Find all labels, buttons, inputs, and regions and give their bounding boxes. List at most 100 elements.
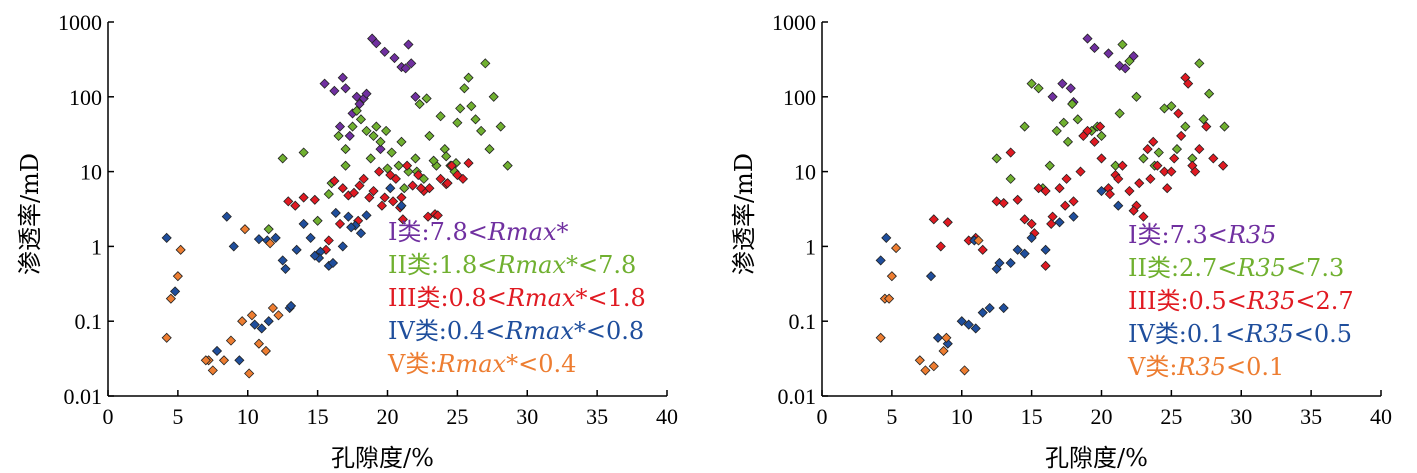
data-point-class-III — [1096, 153, 1107, 164]
data-point-class-IV — [1113, 200, 1124, 211]
data-point-class-II — [495, 121, 506, 132]
data-point-class-III — [446, 160, 457, 171]
data-point-class-III — [337, 183, 348, 194]
data-point-class-IV — [256, 323, 267, 334]
data-point-class-II — [365, 153, 376, 164]
data-point-class-II — [1005, 173, 1016, 184]
data-point-class-II — [399, 183, 410, 194]
x-axis-label: 孔隙度/% — [1045, 444, 1148, 472]
data-point-class-III — [290, 200, 301, 211]
data-point-class-II — [393, 160, 404, 171]
x-tick-label: 0 — [817, 404, 828, 429]
data-point-class-IV — [343, 211, 354, 222]
data-point-class-IV — [1054, 217, 1065, 228]
data-point-class-II — [488, 91, 499, 102]
data-point-class-II — [1096, 130, 1107, 141]
data-point-class-IV — [396, 200, 407, 211]
data-point-class-III — [935, 241, 946, 252]
data-point-class-III — [1033, 183, 1044, 194]
x-tick-label: 25 — [446, 404, 468, 429]
data-point-class-I — [389, 52, 400, 64]
data-point-class-II — [1067, 98, 1078, 110]
data-point-class-V — [172, 271, 183, 282]
data-point-class-V — [165, 293, 176, 304]
data-point-class-III — [442, 178, 453, 189]
data-point-class-II — [1198, 114, 1209, 125]
data-point-class-III — [283, 196, 294, 207]
data-point-class-II — [368, 130, 379, 141]
data-point-class-II — [312, 215, 323, 226]
data-point-class-I — [375, 144, 386, 155]
data-point-class-II — [466, 101, 477, 112]
data-point-class-IV — [286, 300, 297, 311]
data-point-class-III — [379, 192, 390, 203]
data-point-class-I — [379, 46, 390, 57]
data-point-class-II — [371, 121, 382, 132]
data-point-class-II — [347, 121, 358, 132]
data-point-class-V — [928, 361, 939, 372]
data-point-class-IV — [211, 345, 223, 357]
data-point-class-IV — [277, 255, 288, 266]
data-point-class-III — [422, 211, 434, 222]
data-point-class-III — [1194, 144, 1205, 155]
data-point-class-II — [1219, 121, 1230, 132]
data-point-class-III — [928, 214, 939, 225]
legend-entry-class-IV: IV类:0.4<Rmax*<0.8 — [388, 317, 644, 345]
legend-entry-class-II: II类:1.8<Rmax*<7.8 — [388, 251, 636, 279]
data-point-class-II — [361, 125, 372, 136]
data-point-class-II — [355, 114, 367, 125]
data-point-class-II — [410, 153, 421, 164]
data-point-class-II — [1166, 101, 1177, 112]
data-point-class-II — [1058, 117, 1069, 128]
data-point-class-II — [424, 130, 435, 141]
data-point-class-II — [1114, 108, 1125, 119]
data-point-class-II — [396, 136, 407, 147]
data-point-class-V — [884, 293, 895, 304]
chart-left-rmax: 0 5 10 15 20 25 30 35 40 0.01 0.1 1 10 100 1000 孔隙度/% 渗透… — [16, 10, 678, 472]
data-point-class-II — [340, 144, 351, 155]
data-point-class-II — [333, 130, 344, 141]
data-point-class-I — [1057, 78, 1068, 89]
data-point-class-IV — [327, 257, 339, 269]
data-point-class-II — [277, 153, 288, 164]
y-tick-label: 1000 — [58, 10, 102, 35]
y-tick-label: 1 — [805, 234, 816, 259]
data-point-class-I — [406, 58, 417, 69]
data-point-class-III — [364, 192, 375, 203]
data-point-class-II — [1051, 125, 1062, 136]
data-point-class-II — [1044, 160, 1055, 171]
data-point-class-IV — [875, 255, 886, 266]
data-point-class-III — [1142, 144, 1153, 155]
data-point-class-IV — [355, 228, 367, 239]
y-axis-label: 渗透率/mD — [16, 153, 44, 275]
data-point-class-II — [459, 83, 470, 94]
data-point-class-III — [1061, 173, 1072, 184]
data-point-class-III — [1117, 160, 1128, 171]
data-point-class-II — [1153, 147, 1164, 158]
data-point-class-V — [273, 310, 284, 321]
data-point-class-IV — [956, 316, 967, 327]
data-point-class-V — [914, 355, 925, 366]
data-point-class-IV — [385, 183, 396, 194]
data-point-class-II — [263, 224, 274, 235]
data-point-class-II — [435, 111, 446, 122]
data-point-class-III — [388, 196, 399, 207]
data-point-class-IV — [1019, 248, 1030, 259]
data-point-class-IV — [881, 232, 892, 243]
data-point-class-V — [161, 332, 172, 343]
data-point-class-III — [977, 244, 988, 255]
data-point-class-IV — [263, 316, 274, 327]
data-point-class-I — [334, 121, 346, 132]
data-point-class-V — [891, 243, 902, 254]
data-point-class-III — [413, 169, 424, 181]
data-point-class-III — [1128, 205, 1139, 216]
data-point-class-IV — [234, 355, 245, 366]
data-point-class-IV — [249, 319, 260, 330]
data-point-class-II — [502, 160, 513, 171]
data-point-class-III — [1208, 153, 1219, 164]
y-tick-label: 1000 — [772, 10, 816, 35]
data-point-class-III — [457, 173, 469, 184]
data-point-class-I — [410, 91, 421, 102]
data-point-class-II — [1131, 91, 1142, 102]
data-point-class-IV — [337, 241, 348, 252]
